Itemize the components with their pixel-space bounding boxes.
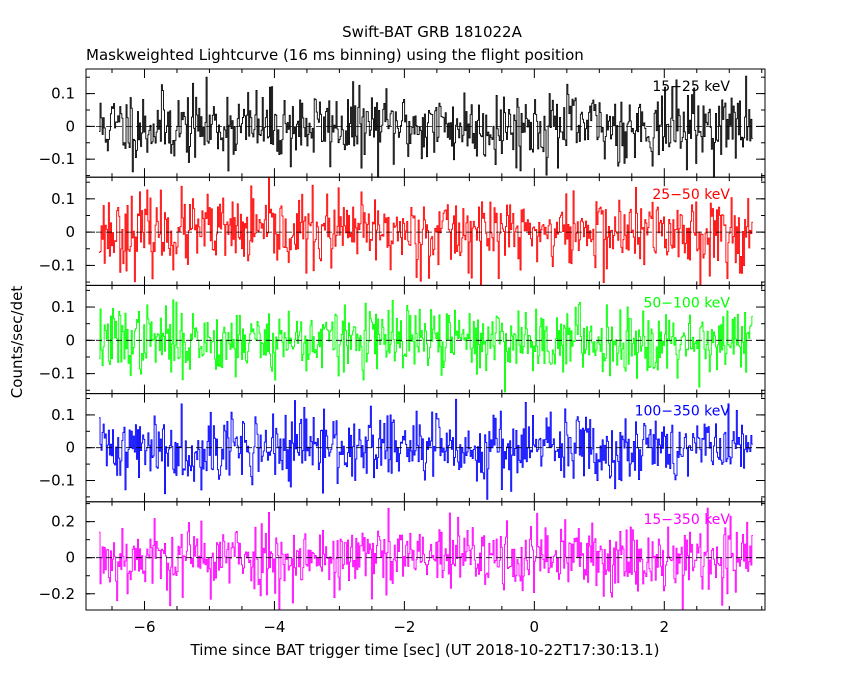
x-tick-label-4: 2	[660, 618, 670, 636]
chart-subtitle: Maskweighted Lightcurve (16 ms binning) …	[86, 46, 584, 64]
lightcurve-series-4	[99, 507, 753, 611]
y-tick-label-3-0: −0.1	[39, 471, 75, 489]
y-tick-label-0-0: −0.1	[39, 150, 75, 168]
x-tick-label-3: 0	[530, 618, 540, 636]
band-label-2: 50−100 keV	[643, 295, 730, 311]
y-tick-label-4-1: 0	[65, 549, 75, 567]
y-tick-label-2-0: −0.1	[39, 365, 75, 383]
y-tick-label-1-0: −0.1	[39, 256, 75, 274]
lightcurve-series-2	[99, 299, 753, 393]
x-tick-label-1: −4	[263, 618, 285, 636]
panel-4: 15−350 keV −0.2 0 0.2	[39, 501, 766, 611]
y-tick-label-1-1: 0	[65, 223, 75, 241]
band-label-1: 25−50 keV	[652, 187, 730, 203]
y-tick-label-3-1: 0	[65, 439, 75, 457]
y-tick-label-4-0: −0.2	[39, 585, 75, 603]
lightcurve-series-3	[99, 398, 753, 500]
y-tick-label-2-1: 0	[65, 331, 75, 349]
panel-2: 50−100 keV −0.1 0 0.1	[39, 284, 766, 395]
x-tick-labels: −6 −4 −2 0 2	[133, 618, 669, 636]
x-axis-label: Time since BAT trigger time [sec] (UT 20…	[190, 641, 660, 659]
band-label-3: 100−350 keV	[635, 404, 731, 420]
lightcurve-series-1	[99, 176, 753, 286]
y-tick-label-4-2: 0.2	[51, 513, 75, 531]
y-axis-label: Counts/sec/det	[8, 286, 26, 399]
y-tick-label-2-2: 0.1	[51, 298, 75, 316]
x-tick-label-2: −2	[393, 618, 415, 636]
y-tick-label-0-2: 0.1	[51, 85, 75, 103]
chart-title: Swift-BAT GRB 181022A	[342, 23, 522, 41]
y-tick-label-1-2: 0.1	[51, 190, 75, 208]
lightcurve-series-0	[99, 75, 753, 178]
panel-frame-4	[85, 501, 766, 611]
panel-0: 15−25 keV −0.1 0 0.1	[39, 68, 766, 178]
band-label-4: 15−350 keV	[643, 512, 730, 528]
band-label-0: 15−25 keV	[652, 79, 730, 95]
y-tick-label-3-2: 0.1	[51, 406, 75, 424]
x-tick-label-0: −6	[133, 618, 155, 636]
panel-1: 25−50 keV −0.1 0 0.1	[39, 176, 766, 286]
panels-group: 15−25 keV−0.100.125−50 keV−0.100.150−100…	[39, 68, 766, 636]
y-tick-label-0-1: 0	[65, 117, 75, 135]
panel-3: 100−350 keV −0.1 0 0.1	[39, 393, 766, 503]
